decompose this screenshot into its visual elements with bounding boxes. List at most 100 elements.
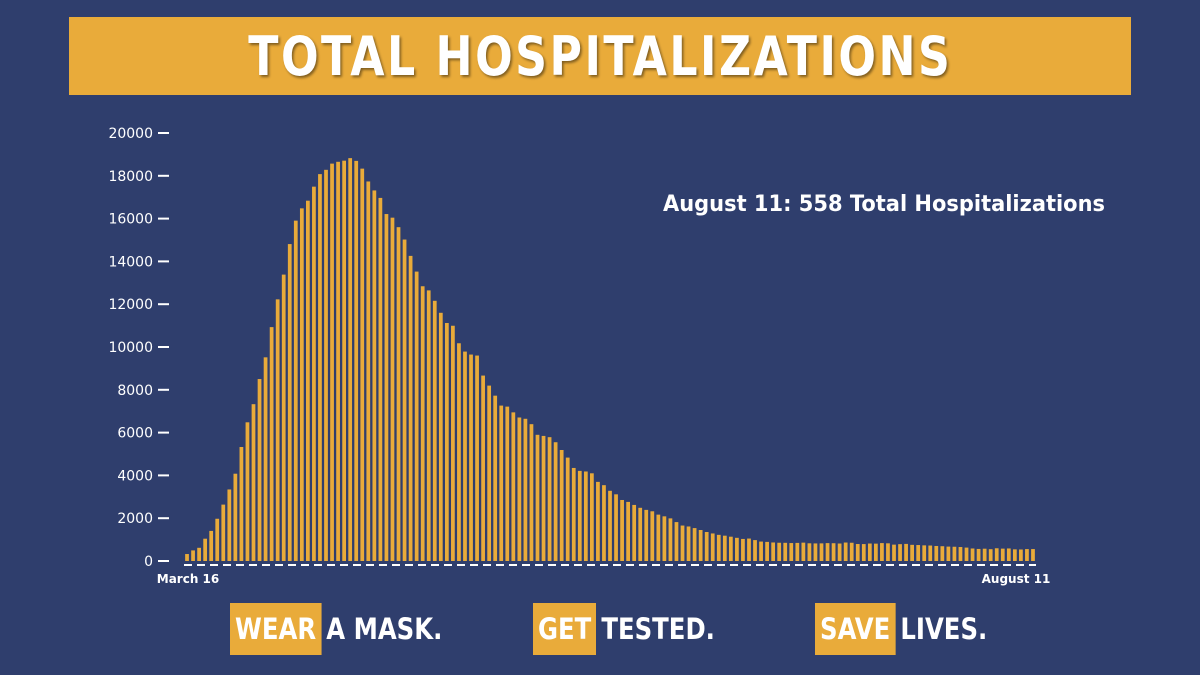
bar [867,543,872,561]
bar [698,530,703,561]
bar [728,536,733,561]
bar [886,543,890,561]
bar [565,457,570,561]
bar [704,532,709,561]
bar [958,547,963,561]
bar [807,543,812,561]
bar [608,490,612,561]
bar [1031,549,1035,561]
slogan-wear-a-mask: WEAR A MASK. [230,603,483,655]
bar [233,473,238,561]
bar [1025,549,1029,561]
bar [994,548,999,561]
bar [855,544,860,561]
bar [366,181,371,561]
y-tick-label: 14000 [108,254,153,270]
bar [336,161,340,562]
slogan-text: A MASK. [326,612,443,646]
y-tick-label: 20000 [108,126,153,142]
bar [916,545,921,561]
bar [783,542,788,561]
bar [722,535,727,561]
bar [765,541,769,561]
bar [541,435,546,561]
bar [444,323,449,561]
bar [813,543,818,561]
bar [831,543,836,561]
bar [571,467,576,561]
bar [843,542,848,561]
bar [227,489,232,561]
bar [432,300,437,561]
bar [735,537,739,561]
y-tick-label: 0 [144,554,153,570]
y-tick-label: 10000 [108,340,153,356]
bar [263,357,268,561]
x-tick-label-start: March 16 [157,572,220,586]
bar [293,220,298,561]
bar [505,406,510,561]
bar [650,511,655,561]
bar [215,518,220,561]
hospitalizations-bar-chart: 0 2000 4000 6000 8000 10000 12000 14000 16000 180… [108,126,1105,586]
bar [481,375,485,561]
bar [577,470,582,561]
bar [801,542,806,561]
bar [638,507,643,561]
slogan-highlight: GET [533,603,597,655]
bar [988,549,993,561]
bar [348,158,353,561]
bar [221,504,226,561]
bar [1006,548,1011,561]
bar [849,542,854,561]
bar [251,404,256,561]
bar [529,424,534,561]
bar [384,214,389,562]
slogan-text: TESTED. [601,612,715,646]
bar [614,494,618,561]
bar [457,343,461,561]
bar [940,546,945,561]
bar [451,325,455,561]
latest-value-annotation: August 11: 558 Total Hospitalizations [663,192,1105,217]
bar [523,418,528,561]
bar [668,518,673,561]
bar [741,538,745,561]
bar [378,197,383,561]
bar [819,543,824,561]
bar [535,434,540,561]
bar [547,437,552,561]
bar [306,200,310,561]
bar [372,190,377,561]
bar [795,542,800,561]
bar [203,538,208,561]
bar [777,542,782,561]
bar [934,545,939,561]
bar [426,290,431,561]
bar [312,186,316,561]
bar [692,528,697,561]
bar [499,405,504,561]
bar [946,546,951,561]
bar [982,548,987,561]
bar [759,541,763,561]
bar [414,271,419,561]
bar [209,530,214,561]
y-tick-label: 8000 [117,383,153,399]
bar [245,422,250,561]
bar [874,543,878,561]
bar [275,299,280,561]
slogan-text: LIVES. [900,612,988,646]
bar [517,417,522,561]
bar [964,547,969,561]
bar [324,169,328,561]
bar [970,548,975,561]
bar [596,481,600,561]
bar [318,174,322,562]
bar [910,544,914,561]
x-tick-label-end: August 11 [982,572,1051,586]
bar [420,286,425,561]
bar [191,550,195,561]
bar [837,543,842,561]
bar [330,163,334,561]
